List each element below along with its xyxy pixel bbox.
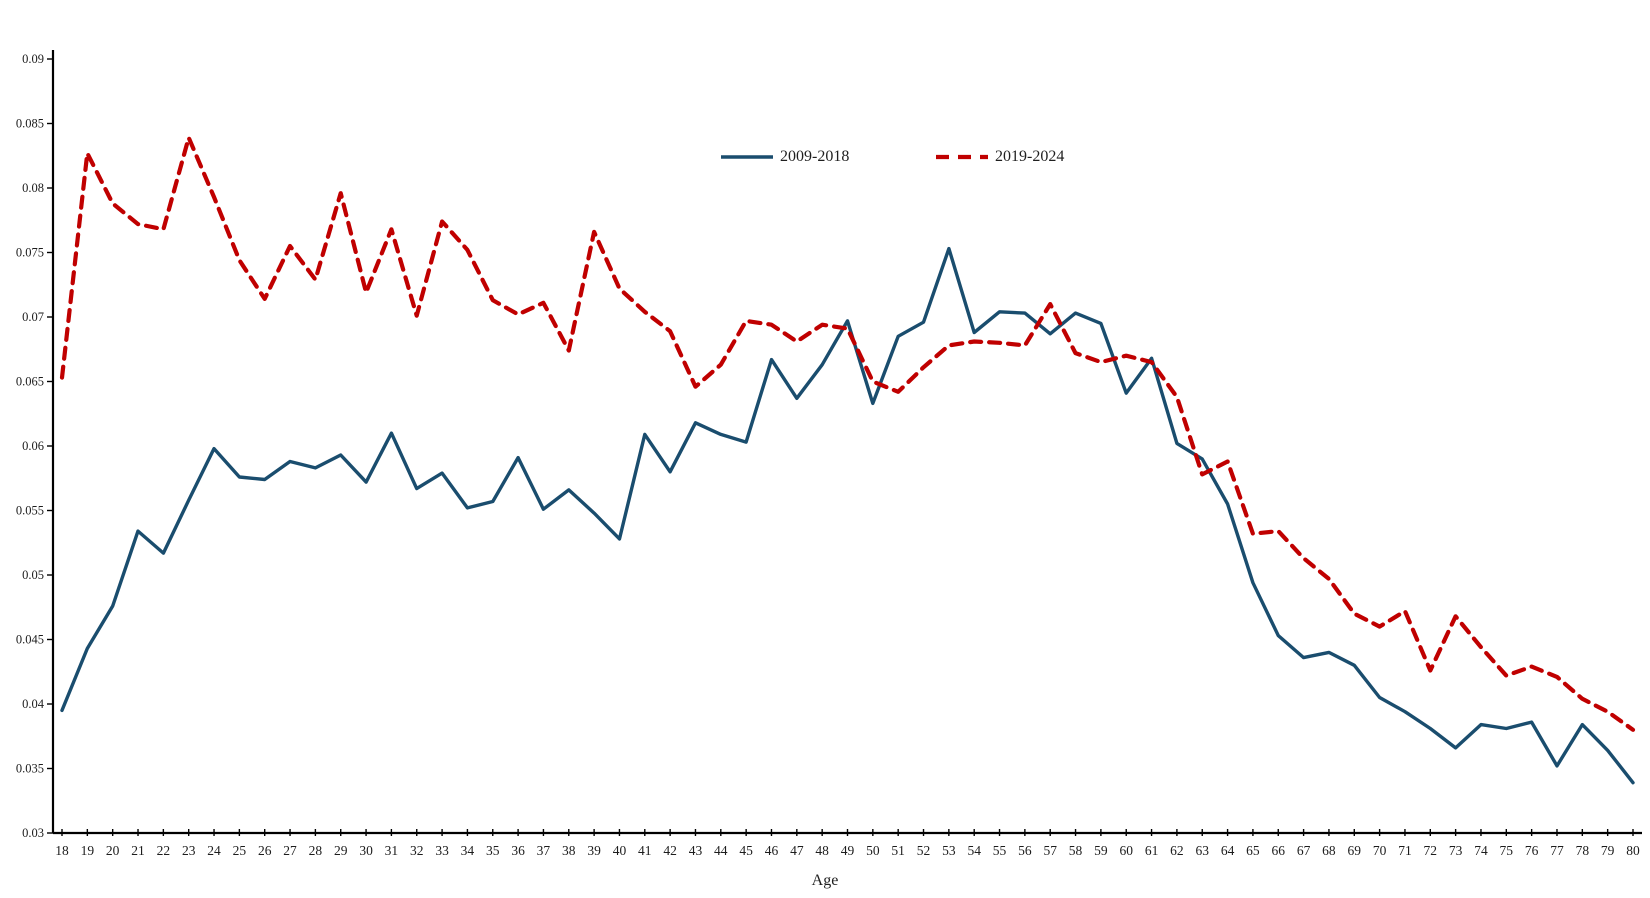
x-tick-label: 35: [486, 843, 500, 858]
x-tick-label: 51: [891, 843, 905, 858]
x-tick-label: 23: [182, 843, 196, 858]
x-tick-label: 46: [765, 843, 779, 858]
x-axis-title: Age: [811, 872, 839, 889]
x-tick-label: 70: [1373, 843, 1387, 858]
x-tick-label: 43: [689, 843, 703, 858]
x-tick-label: 30: [359, 843, 373, 858]
x-tick-label: 57: [1043, 843, 1057, 858]
x-tick-label: 76: [1525, 843, 1539, 858]
y-tick-label: 0.06: [22, 439, 44, 453]
y-tick-label: 0.03: [22, 826, 44, 840]
x-tick-label: 44: [714, 843, 728, 858]
y-tick-label: 0.05: [22, 568, 44, 582]
x-tick-label: 19: [81, 843, 95, 858]
x-tick-label: 66: [1272, 843, 1286, 858]
y-tick-label: 0.055: [16, 504, 44, 518]
x-tick-label: 39: [587, 843, 601, 858]
x-tick-label: 71: [1398, 843, 1412, 858]
x-tick-label: 42: [663, 843, 677, 858]
x-tick-label: 50: [866, 843, 880, 858]
x-tick-label: 69: [1348, 843, 1362, 858]
x-tick-label: 58: [1069, 843, 1083, 858]
x-tick-label: 21: [131, 843, 145, 858]
x-tick-label: 78: [1576, 843, 1590, 858]
x-tick-label: 63: [1195, 843, 1209, 858]
x-tick-label: 60: [1119, 843, 1133, 858]
x-tick-label: 77: [1550, 843, 1564, 858]
x-tick-label: 53: [942, 843, 956, 858]
x-tick-label: 41: [638, 843, 652, 858]
x-tick-label: 73: [1449, 843, 1463, 858]
x-tick-label: 37: [537, 843, 551, 858]
y-tick-label: 0.08: [22, 181, 44, 195]
y-tick-label: 0.065: [16, 375, 44, 389]
x-tick-label: 24: [207, 843, 221, 858]
series-line-2019-2024: [59, 135, 1636, 732]
x-tick-label: 64: [1221, 843, 1235, 858]
x-tick-label: 40: [613, 843, 627, 858]
x-tick-label: 74: [1474, 843, 1488, 858]
x-tick-label: 33: [435, 843, 449, 858]
y-tick-label: 0.07: [22, 310, 44, 324]
x-tick-label: 48: [815, 843, 829, 858]
x-tick-label: 28: [309, 843, 323, 858]
x-tick-label: 65: [1246, 843, 1260, 858]
x-tick-label: 18: [55, 843, 69, 858]
x-tick-label: 31: [385, 843, 399, 858]
x-tick-label: 67: [1297, 843, 1311, 858]
x-tick-label: 68: [1322, 843, 1336, 858]
x-tick-label: 25: [233, 843, 247, 858]
y-tick-label: 0.035: [16, 762, 44, 776]
x-tick-label: 55: [993, 843, 1007, 858]
x-tick-label: 26: [258, 843, 272, 858]
x-tick-label: 47: [790, 843, 804, 858]
x-tick-label: 75: [1500, 843, 1514, 858]
x-tick-label: 36: [511, 843, 525, 858]
y-tick-label: 0.045: [16, 633, 44, 647]
x-tick-label: 38: [562, 843, 576, 858]
x-tick-label: 62: [1170, 843, 1184, 858]
x-tick-label: 80: [1626, 843, 1640, 858]
x-tick-label: 61: [1145, 843, 1159, 858]
x-tick-label: 27: [283, 843, 297, 858]
x-tick-label: 20: [106, 843, 120, 858]
x-tick-label: 29: [334, 843, 348, 858]
x-tick-label: 72: [1424, 843, 1438, 858]
y-tick-label: 0.09: [22, 52, 44, 66]
x-tick-label: 79: [1601, 843, 1615, 858]
x-tick-label: 52: [917, 843, 931, 858]
x-tick-label: 34: [461, 843, 475, 858]
x-tick-label: 54: [967, 843, 981, 858]
x-tick-label: 49: [841, 843, 855, 858]
x-tick-label: 59: [1094, 843, 1108, 858]
series-line-2009-2018: [60, 246, 1635, 785]
y-tick-label: 0.075: [16, 246, 44, 260]
x-tick-label: 22: [157, 843, 171, 858]
y-tick-label: 0.04: [22, 697, 45, 711]
x-tick-label: 45: [739, 843, 753, 858]
y-tick-label: 0.085: [16, 117, 44, 131]
x-tick-label: 32: [410, 843, 424, 858]
x-tick-label: 56: [1018, 843, 1032, 858]
